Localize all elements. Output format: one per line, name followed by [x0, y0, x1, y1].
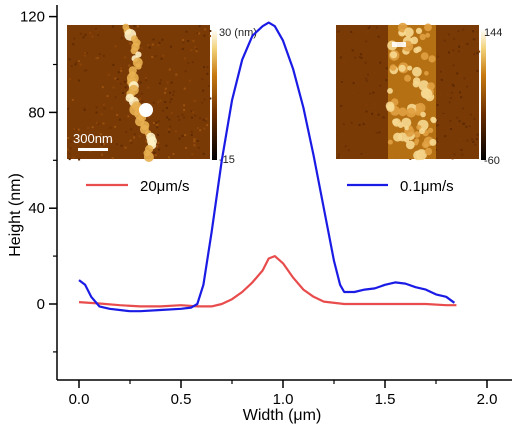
- y-tick-label: 80: [28, 104, 45, 121]
- legend: 20μm/s 0.1μm/s: [86, 178, 454, 195]
- scale-bar: [78, 148, 108, 151]
- x-tick-label: 2.0: [477, 391, 498, 408]
- x-axis-label: Width (μm): [243, 407, 322, 424]
- axis-ticks: [49, 15, 488, 388]
- inset-afm-image-left: 300nm: [67, 23, 212, 162]
- y-tick-label: 120: [20, 9, 45, 26]
- y-tick-label: 0: [37, 296, 45, 313]
- x-tick-label: 1.5: [375, 391, 396, 408]
- inset-afm-image-right: [336, 22, 481, 161]
- scale-bar-label: 300nm: [73, 131, 113, 146]
- x-tick-label: 0.5: [171, 391, 192, 408]
- y-axis-label: Height (nm): [7, 173, 24, 257]
- x-tick-label: 0.0: [69, 391, 90, 408]
- inset-colorbar-right: 144 -60: [481, 27, 502, 167]
- colorbar-right-max-label: 144: [484, 27, 502, 39]
- inset-colorbar-left: 30 (nm) -15: [212, 27, 257, 166]
- x-tick-label: 1.0: [273, 391, 294, 408]
- colorbar-right-min-label: -60: [484, 155, 500, 167]
- legend-label-0-1um-s: 0.1μm/s: [400, 178, 454, 195]
- axis-tick-labels: 0.0 0.5 1.0 1.5 2.0 0 40 80 120: [20, 9, 497, 408]
- colorbar-left-max-label: 30 (nm): [219, 27, 257, 39]
- series-line-20um-s: [78, 255, 457, 308]
- legend-label-20um-s: 20μm/s: [140, 178, 190, 195]
- y-tick-label: 40: [28, 200, 45, 217]
- series-line-0-1um-s: [78, 21, 456, 313]
